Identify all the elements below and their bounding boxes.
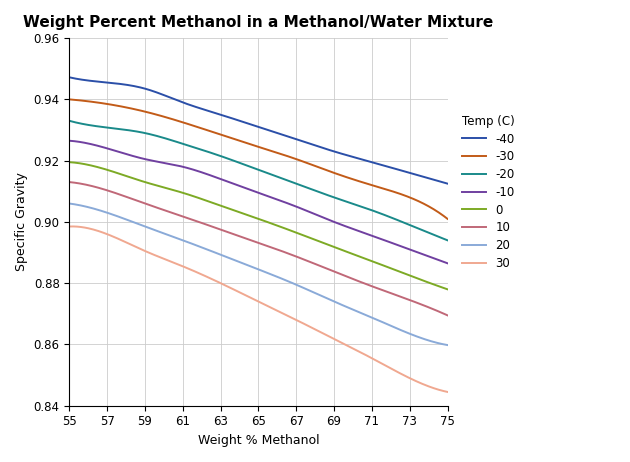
Y-axis label: Specific Gravity: Specific Gravity <box>15 172 28 271</box>
0 <box>444 286 451 292</box>
30 <box>67 224 74 229</box>
30 <box>299 320 306 326</box>
20 <box>384 322 392 328</box>
X-axis label: Weight % Methanol: Weight % Methanol <box>198 434 319 447</box>
-20 <box>289 180 297 185</box>
0 <box>297 231 305 237</box>
Line: 20: 20 <box>69 204 447 345</box>
-30 <box>290 156 298 161</box>
30 <box>68 224 76 229</box>
-10 <box>290 203 298 209</box>
0 <box>289 229 297 234</box>
-30 <box>384 187 392 193</box>
Legend: -40, -30, -20, -10, 0, 10, 20, 30: -40, -30, -20, -10, 0, 10, 20, 30 <box>457 110 519 274</box>
10 <box>408 298 416 304</box>
-40 <box>67 75 74 80</box>
-40 <box>384 164 392 170</box>
Line: 10: 10 <box>69 182 447 316</box>
0 <box>66 159 73 165</box>
-40 <box>408 171 416 176</box>
10 <box>297 255 305 261</box>
20 <box>67 201 74 207</box>
30 <box>290 316 298 322</box>
-40 <box>66 74 73 80</box>
-20 <box>66 118 73 124</box>
10 <box>289 253 297 258</box>
10 <box>66 179 73 185</box>
20 <box>297 284 305 290</box>
-30 <box>67 97 74 102</box>
30 <box>292 317 299 322</box>
20 <box>408 332 416 337</box>
-20 <box>444 237 451 243</box>
Line: -10: -10 <box>69 141 447 263</box>
-40 <box>290 136 298 141</box>
Line: -40: -40 <box>69 77 447 183</box>
10 <box>290 253 298 259</box>
-20 <box>67 118 74 124</box>
-10 <box>67 138 74 144</box>
-40 <box>289 135 297 141</box>
-20 <box>408 223 416 229</box>
-20 <box>384 213 392 219</box>
0 <box>67 159 74 165</box>
-30 <box>289 155 297 161</box>
-30 <box>408 195 416 201</box>
-10 <box>66 138 73 144</box>
-10 <box>384 239 392 244</box>
20 <box>290 281 298 287</box>
-10 <box>444 261 451 266</box>
-30 <box>297 158 305 164</box>
30 <box>386 365 393 371</box>
Line: 0: 0 <box>69 162 447 289</box>
-20 <box>297 182 305 188</box>
-40 <box>297 138 305 144</box>
Title: Weight Percent Methanol in a Methanol/Water Mixture: Weight Percent Methanol in a Methanol/Wa… <box>23 15 493 30</box>
-10 <box>408 248 416 253</box>
0 <box>408 274 416 279</box>
10 <box>384 289 392 295</box>
-30 <box>444 216 451 222</box>
-20 <box>290 180 298 186</box>
Line: -20: -20 <box>69 121 447 240</box>
20 <box>289 280 297 286</box>
20 <box>66 201 73 207</box>
10 <box>444 313 451 318</box>
10 <box>67 179 74 185</box>
0 <box>384 265 392 270</box>
Line: 30: 30 <box>69 226 447 392</box>
-10 <box>297 206 305 211</box>
-10 <box>289 203 297 208</box>
30 <box>444 389 451 395</box>
20 <box>444 342 451 348</box>
-40 <box>444 181 451 186</box>
30 <box>410 377 417 383</box>
-30 <box>66 97 73 102</box>
Line: -30: -30 <box>69 99 447 219</box>
30 <box>66 224 73 229</box>
0 <box>290 229 298 235</box>
